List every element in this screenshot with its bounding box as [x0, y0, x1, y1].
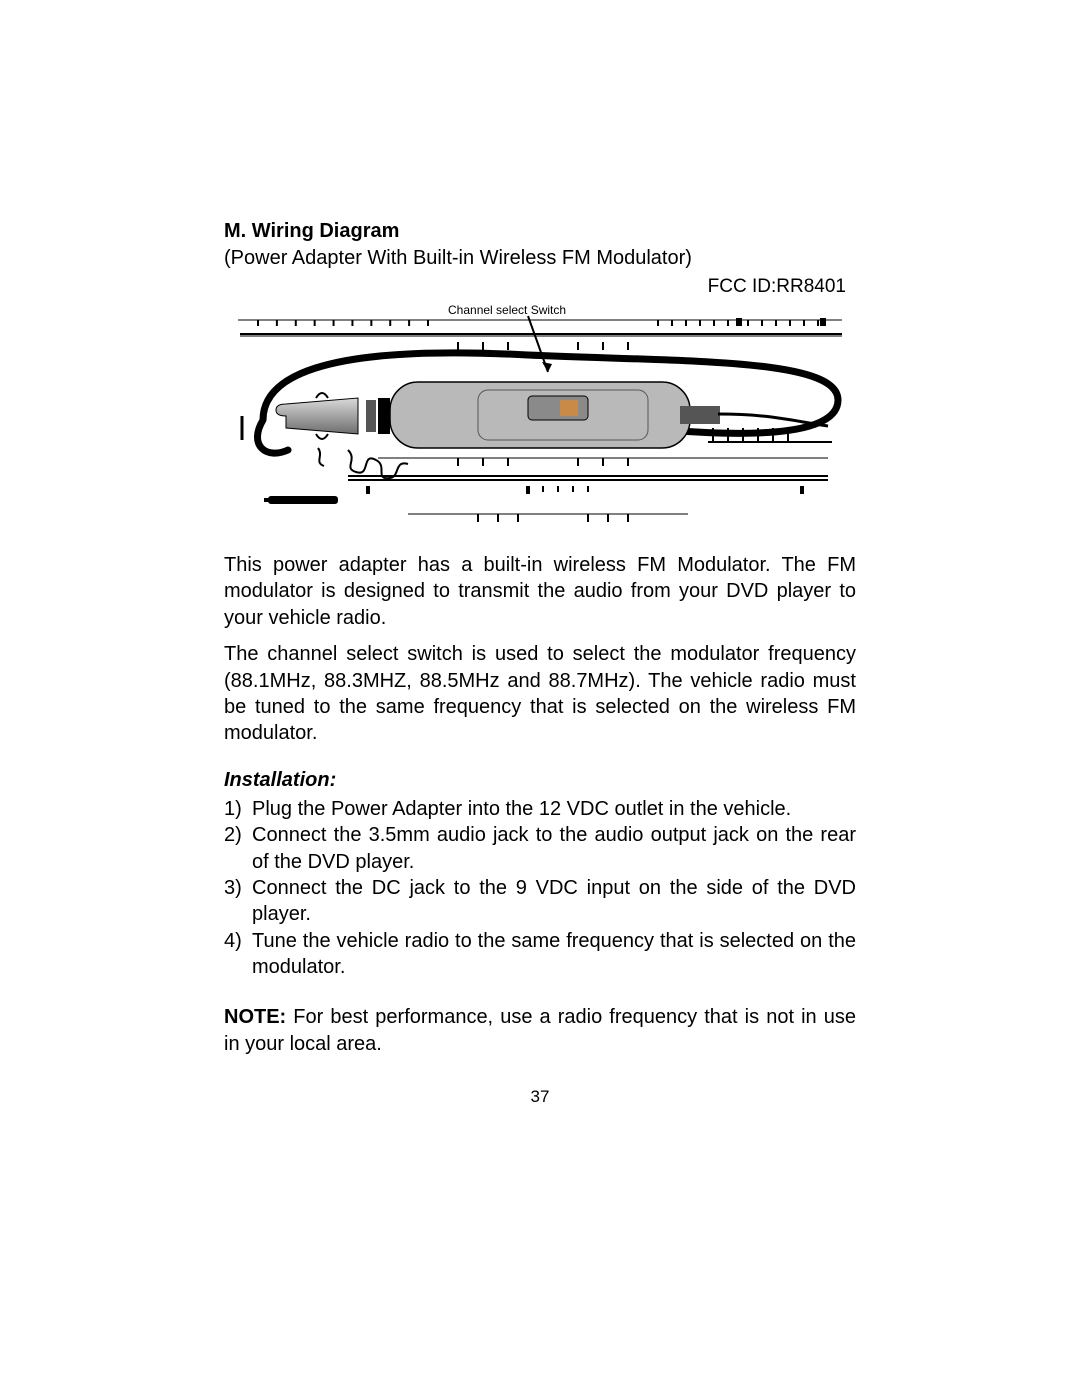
installation-item-text: Tune the vehicle radio to the same frequ… [252, 928, 856, 981]
installation-list: 1)Plug the Power Adapter into the 12 VDC… [224, 796, 856, 981]
description-paragraph-1: This power adapter has a built-in wirele… [224, 552, 856, 631]
installation-item: 2)Connect the 3.5mm audio jack to the au… [224, 822, 856, 875]
installation-item-text: Plug the Power Adapter into the 12 VDC o… [252, 796, 856, 822]
installation-item-number: 2) [224, 822, 252, 875]
wiring-diagram: Channel select Switch [228, 300, 852, 530]
section-heading: M. Wiring Diagram [224, 220, 856, 243]
section-subtitle: (Power Adapter With Built-in Wireless FM… [224, 247, 856, 270]
installation-heading: Installation: [224, 769, 856, 792]
installation-item-number: 4) [224, 928, 252, 981]
installation-item-text: Connect the 3.5mm audio jack to the audi… [252, 822, 856, 875]
note-paragraph: NOTE: For best performance, use a radio … [224, 1004, 856, 1057]
note-body: For best performance, use a radio freque… [224, 1006, 856, 1054]
wiring-diagram-svg: Channel select Switch [228, 300, 852, 530]
description-paragraph-2: The channel select switch is used to sel… [224, 641, 856, 747]
installation-item-text: Connect the DC jack to the 9 VDC input o… [252, 875, 856, 928]
installation-item: 4)Tune the vehicle radio to the same fre… [224, 928, 856, 981]
note-label: NOTE: [224, 1006, 286, 1028]
page-number: 37 [0, 1087, 1080, 1107]
manual-page: M. Wiring Diagram (Power Adapter With Bu… [0, 0, 1080, 1397]
installation-item: 3)Connect the DC jack to the 9 VDC input… [224, 875, 856, 928]
fcc-id: FCC ID:RR8401 [224, 276, 856, 298]
svg-text:Channel select Switch: Channel select Switch [448, 303, 566, 317]
installation-item-number: 1) [224, 796, 252, 822]
installation-item-number: 3) [224, 875, 252, 928]
installation-item: 1)Plug the Power Adapter into the 12 VDC… [224, 796, 856, 822]
